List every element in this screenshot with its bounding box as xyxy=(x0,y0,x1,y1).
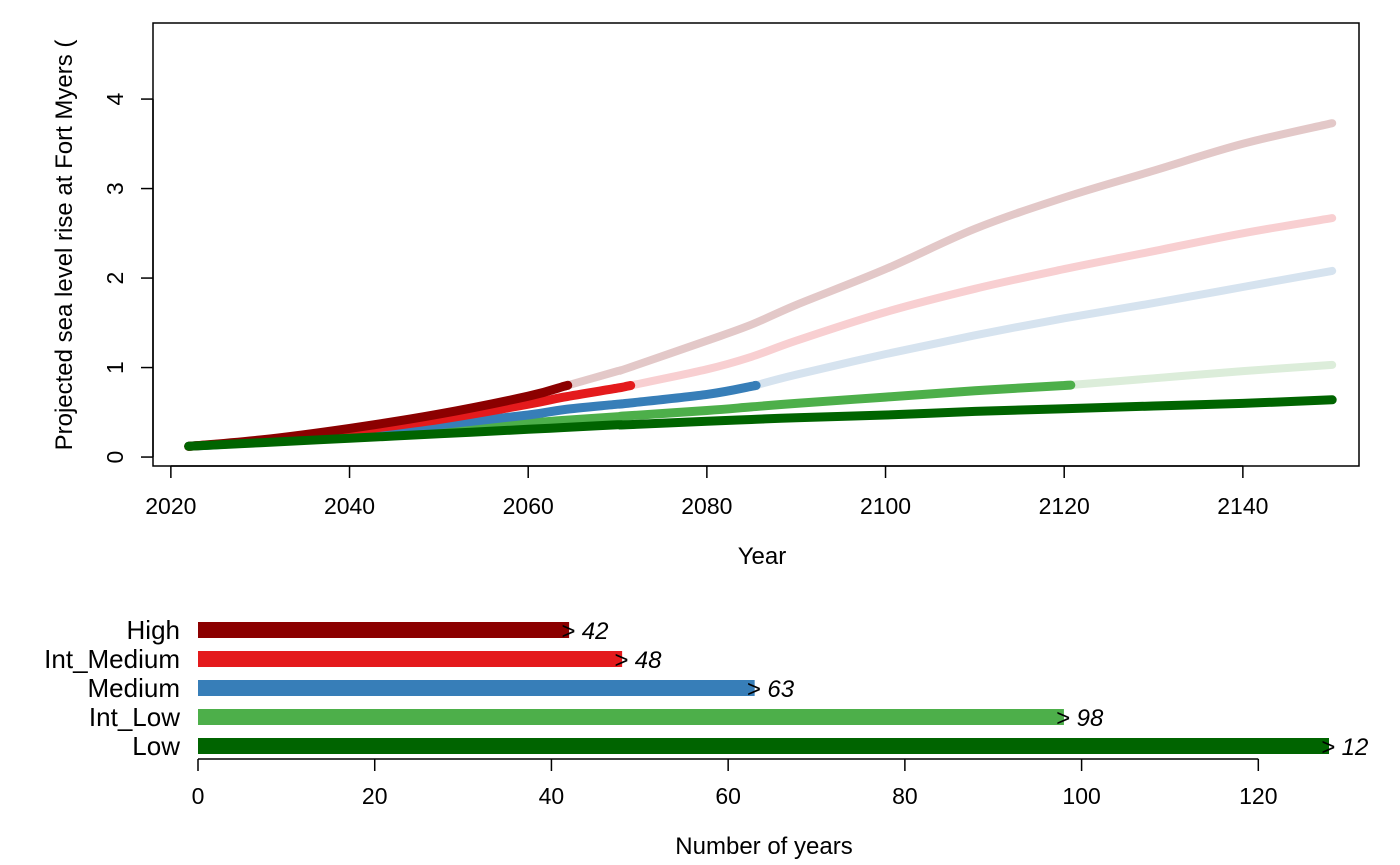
bar-value-label: > 12 xyxy=(1321,734,1368,761)
bar-high xyxy=(198,622,570,638)
bar-category-label: Low xyxy=(132,731,180,761)
series-low-line xyxy=(184,395,1337,451)
bar-chart-x-axis-label: Number of years xyxy=(675,833,852,860)
bar-int-low xyxy=(198,709,1064,725)
y-tick-label: 1 xyxy=(102,361,128,374)
series-int-medium-projection-line xyxy=(626,214,1337,390)
bar-x-tick-label: 40 xyxy=(539,783,565,809)
years-bar-chart: High > 42 Int_Medium > 48 Medium > 63 Int_Low >… xyxy=(44,615,1368,860)
bar-x-tick-label: 0 xyxy=(192,783,205,809)
x-tick-label: 2060 xyxy=(503,493,554,519)
bar-x-tick-label: 60 xyxy=(715,783,741,809)
y-tick-label: 2 xyxy=(102,272,128,285)
bar-value-label: > 42 xyxy=(561,618,608,645)
bar-chart-bars-group: High > 42 Int_Medium > 48 Medium > 63 Int_Low >… xyxy=(44,615,1368,761)
bar-x-tick-label: 120 xyxy=(1239,783,1277,809)
bar-medium xyxy=(198,680,755,696)
bar-category-label: Int_Medium xyxy=(44,644,180,674)
series-high-projection-line xyxy=(563,119,1337,390)
line-chart-series-group xyxy=(184,119,1337,451)
bar-category-label: High xyxy=(127,615,180,645)
bar-low xyxy=(198,738,1329,754)
series-int-low-projection-line xyxy=(1060,360,1337,390)
bar-x-tick-label: 100 xyxy=(1062,783,1100,809)
bar-x-tick-label: 80 xyxy=(892,783,918,809)
x-tick-label: 2080 xyxy=(681,493,732,519)
series-medium-projection-line xyxy=(751,266,1337,390)
y-tick-label: 4 xyxy=(102,92,128,105)
bar-value-label: > 98 xyxy=(1056,705,1104,732)
line-chart-y-axis: 0 1 2 3 4 xyxy=(102,92,154,464)
x-tick-label: 2040 xyxy=(324,493,375,519)
x-tick-label: 2120 xyxy=(1039,493,1090,519)
line-chart-x-axis-label: Year xyxy=(738,543,787,570)
bar-value-label: > 48 xyxy=(614,647,662,674)
bar-category-label: Medium xyxy=(88,673,180,703)
bar-x-tick-label: 20 xyxy=(362,783,388,809)
y-tick-label: 0 xyxy=(102,451,128,464)
line-chart-y-axis-label: Projected sea level rise at Fort Myers ( xyxy=(51,40,78,451)
bar-category-label: Int_Low xyxy=(89,702,180,732)
x-tick-label: 2140 xyxy=(1217,493,1268,519)
line-chart-x-axis: 2020 2040 2060 2080 2100 2120 2140 xyxy=(145,465,1268,519)
x-tick-label: 2020 xyxy=(145,493,196,519)
x-tick-label: 2100 xyxy=(860,493,911,519)
bar-int-medium xyxy=(198,651,623,667)
bar-value-label: > 63 xyxy=(747,676,795,703)
bar-chart-x-axis: 0 20 40 60 80 100 120 xyxy=(192,758,1278,809)
y-tick-label: 3 xyxy=(102,182,128,195)
